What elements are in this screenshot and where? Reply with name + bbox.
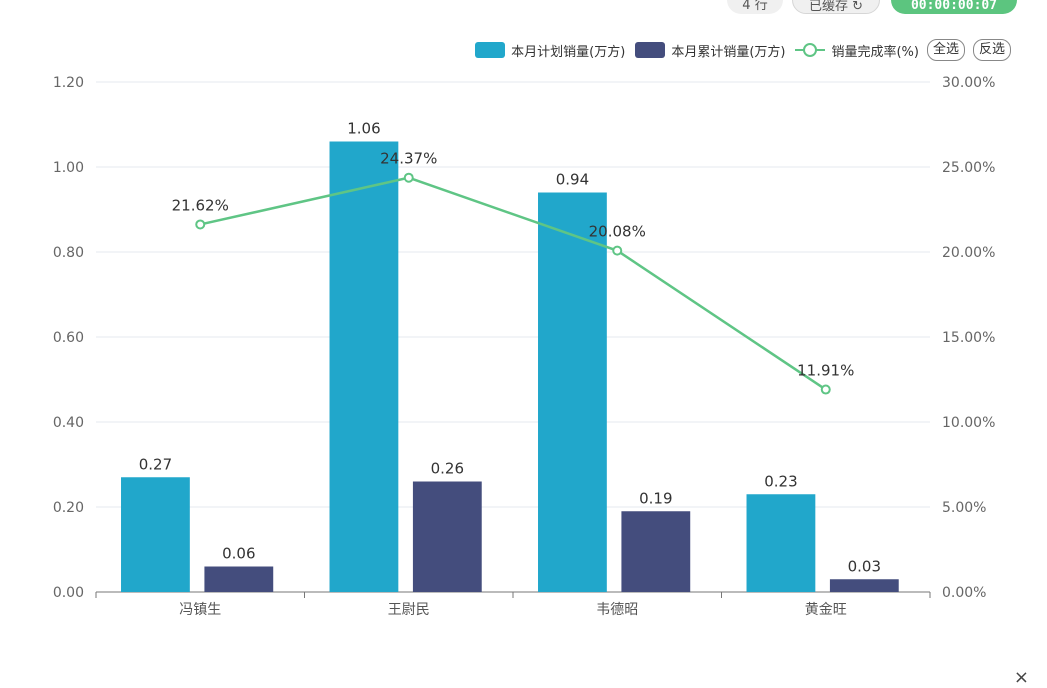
bar-data-label: 0.06 — [222, 545, 255, 563]
select-all-button[interactable]: 全选 — [926, 39, 965, 61]
legend-swatch-rate — [795, 42, 826, 58]
y-tick-label: 0.00 — [53, 585, 84, 601]
legend-item-plan[interactable]: 本月计划销量(万方) — [475, 41, 625, 60]
legend-label-rate: 销量完成率(%) — [831, 44, 919, 60]
bar-data-label: 1.06 — [347, 120, 380, 138]
bar-data-label: 0.27 — [139, 455, 172, 473]
rate-point — [820, 384, 831, 395]
y-tick-label: 0.80 — [53, 245, 84, 261]
timer-badge: 00:00:00:07 — [891, 0, 1017, 14]
legend-label-plan: 本月计划销量(万方) — [511, 44, 626, 60]
rate-point — [403, 172, 414, 183]
y-tick-label: 0.20 — [53, 500, 84, 516]
plan-bar — [121, 477, 190, 592]
rate-data-label: 21.62% — [172, 196, 229, 214]
bar-data-label: 0.94 — [556, 171, 589, 189]
plan-bar — [746, 494, 816, 592]
x-tick-label: 韦德昭 — [596, 602, 638, 618]
plan-bar — [329, 141, 399, 592]
actual-bar — [829, 579, 899, 592]
legend-swatch-actual — [635, 42, 666, 58]
y2-tick-label: 25.00% — [942, 160, 995, 176]
x-tick-label: 王尉民 — [388, 602, 430, 618]
rate-data-label: 11.91% — [797, 362, 854, 380]
chart-legend: 本月计划销量(万方) 本月累计销量(万方) 销量完成率(%) 全选 反选 — [465, 38, 1011, 62]
x-tick-label: 黄金旺 — [805, 601, 847, 618]
legend-label-actual: 本月累计销量(万方) — [671, 44, 786, 60]
y-tick-label: 0.60 — [53, 330, 84, 346]
y2-tick-label: 5.00% — [942, 500, 986, 516]
row-count-badge: 4 行 — [727, 0, 783, 14]
y2-tick-label: 20.00% — [942, 245, 995, 261]
y2-tick-label: 30.00% — [942, 75, 995, 91]
plan-bar — [538, 192, 607, 592]
y2-tick-label: 10.00% — [942, 415, 995, 431]
rate-line — [199, 176, 827, 391]
rate-data-label: 20.08% — [589, 223, 646, 241]
bar-data-label: 0.23 — [764, 472, 797, 490]
actual-bar — [412, 481, 482, 592]
actual-bar — [621, 511, 691, 592]
legend-item-rate[interactable]: 销量完成率(%) — [795, 41, 919, 60]
bar-data-label: 0.26 — [431, 460, 464, 478]
invert-selection-button[interactable]: 反选 — [972, 39, 1011, 61]
rate-point — [612, 245, 623, 256]
bar-data-label: 0.03 — [848, 557, 881, 575]
legend-item-actual[interactable]: 本月累计销量(万方) — [635, 41, 785, 60]
y2-tick-label: 0.00% — [942, 585, 986, 601]
y-tick-label: 1.20 — [53, 75, 84, 91]
y2-tick-label: 15.00% — [942, 330, 995, 346]
y-tick-label: 0.40 — [53, 415, 84, 431]
close-icon[interactable]: × — [1013, 667, 1029, 688]
bar-data-label: 0.19 — [639, 489, 672, 507]
rate-point — [195, 219, 206, 230]
y-tick-label: 1.00 — [53, 160, 84, 176]
x-tick-label: 冯镇生 — [179, 602, 221, 618]
rate-data-label: 24.37% — [380, 150, 437, 168]
actual-bar — [204, 566, 274, 592]
legend-swatch-plan — [475, 42, 506, 58]
